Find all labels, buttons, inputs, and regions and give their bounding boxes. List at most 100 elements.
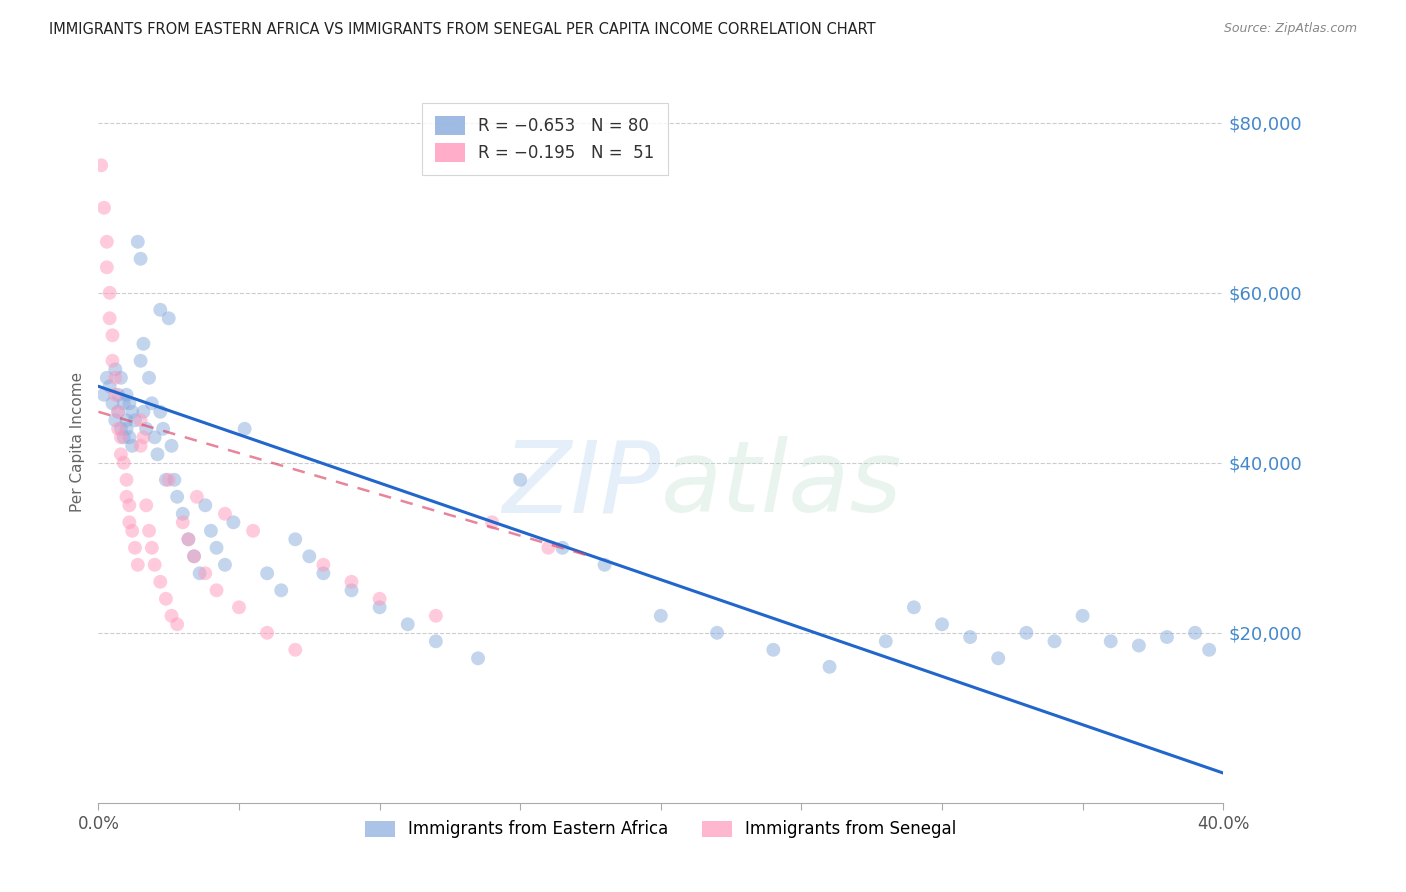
Point bbox=[112, 456, 135, 470]
Point bbox=[129, 252, 152, 266]
Point bbox=[1198, 642, 1220, 657]
Point bbox=[183, 549, 205, 564]
Point bbox=[132, 405, 155, 419]
Point bbox=[98, 285, 121, 300]
Point bbox=[115, 490, 138, 504]
Point bbox=[1043, 634, 1066, 648]
Point bbox=[107, 388, 129, 402]
Point bbox=[194, 566, 217, 581]
Point bbox=[115, 473, 138, 487]
Point bbox=[172, 507, 194, 521]
Point bbox=[467, 651, 489, 665]
Point bbox=[152, 422, 174, 436]
Point bbox=[166, 490, 188, 504]
Point bbox=[96, 371, 118, 385]
Point bbox=[256, 625, 278, 640]
Point bbox=[118, 396, 141, 410]
Point bbox=[104, 371, 127, 385]
Point bbox=[129, 439, 152, 453]
Point bbox=[160, 608, 183, 623]
Point bbox=[551, 541, 574, 555]
Point bbox=[818, 660, 841, 674]
Point bbox=[141, 541, 163, 555]
Point bbox=[110, 371, 132, 385]
Point bbox=[90, 158, 112, 172]
Point bbox=[183, 549, 205, 564]
Point bbox=[987, 651, 1010, 665]
Point bbox=[312, 558, 335, 572]
Point bbox=[129, 413, 152, 427]
Point bbox=[177, 533, 200, 547]
Point bbox=[270, 583, 292, 598]
Text: atlas: atlas bbox=[661, 436, 903, 533]
Point bbox=[762, 642, 785, 657]
Point bbox=[101, 396, 124, 410]
Point bbox=[200, 524, 222, 538]
Point bbox=[368, 600, 391, 615]
Point bbox=[107, 405, 129, 419]
Point bbox=[481, 516, 503, 530]
Point bbox=[188, 566, 211, 581]
Point bbox=[107, 422, 129, 436]
Point bbox=[149, 302, 172, 317]
Point bbox=[104, 388, 127, 402]
Point bbox=[284, 642, 307, 657]
Point bbox=[242, 524, 264, 538]
Point bbox=[98, 311, 121, 326]
Point bbox=[1071, 608, 1094, 623]
Point bbox=[875, 634, 897, 648]
Point bbox=[284, 533, 307, 547]
Point bbox=[163, 473, 186, 487]
Point bbox=[931, 617, 953, 632]
Point bbox=[166, 617, 188, 632]
Point bbox=[425, 634, 447, 648]
Point bbox=[177, 533, 200, 547]
Point bbox=[157, 311, 180, 326]
Point bbox=[118, 430, 141, 444]
Point bbox=[135, 498, 157, 512]
Point bbox=[186, 490, 208, 504]
Point bbox=[115, 413, 138, 427]
Point bbox=[141, 396, 163, 410]
Point bbox=[143, 558, 166, 572]
Point bbox=[1156, 630, 1178, 644]
Point bbox=[118, 516, 141, 530]
Text: IMMIGRANTS FROM EASTERN AFRICA VS IMMIGRANTS FROM SENEGAL PER CAPITA INCOME CORR: IMMIGRANTS FROM EASTERN AFRICA VS IMMIGR… bbox=[49, 22, 876, 37]
Point bbox=[104, 413, 127, 427]
Point bbox=[146, 447, 169, 461]
Point bbox=[160, 439, 183, 453]
Point bbox=[135, 422, 157, 436]
Point bbox=[118, 498, 141, 512]
Point bbox=[115, 422, 138, 436]
Point bbox=[298, 549, 321, 564]
Point bbox=[312, 566, 335, 581]
Point bbox=[110, 447, 132, 461]
Point bbox=[96, 235, 118, 249]
Text: Source: ZipAtlas.com: Source: ZipAtlas.com bbox=[1223, 22, 1357, 36]
Point bbox=[104, 362, 127, 376]
Point bbox=[138, 371, 160, 385]
Point bbox=[593, 558, 616, 572]
Point bbox=[143, 430, 166, 444]
Point bbox=[155, 473, 177, 487]
Point bbox=[228, 600, 250, 615]
Point bbox=[127, 235, 149, 249]
Point bbox=[96, 260, 118, 275]
Point bbox=[127, 558, 149, 572]
Point bbox=[194, 498, 217, 512]
Point bbox=[101, 328, 124, 343]
Point bbox=[509, 473, 531, 487]
Point bbox=[129, 353, 152, 368]
Point bbox=[93, 388, 115, 402]
Point bbox=[1184, 625, 1206, 640]
Point bbox=[112, 430, 135, 444]
Point bbox=[340, 583, 363, 598]
Point bbox=[425, 608, 447, 623]
Point bbox=[149, 405, 172, 419]
Point bbox=[368, 591, 391, 606]
Point bbox=[706, 625, 728, 640]
Point bbox=[205, 541, 228, 555]
Point bbox=[214, 558, 236, 572]
Point bbox=[110, 422, 132, 436]
Point bbox=[132, 336, 155, 351]
